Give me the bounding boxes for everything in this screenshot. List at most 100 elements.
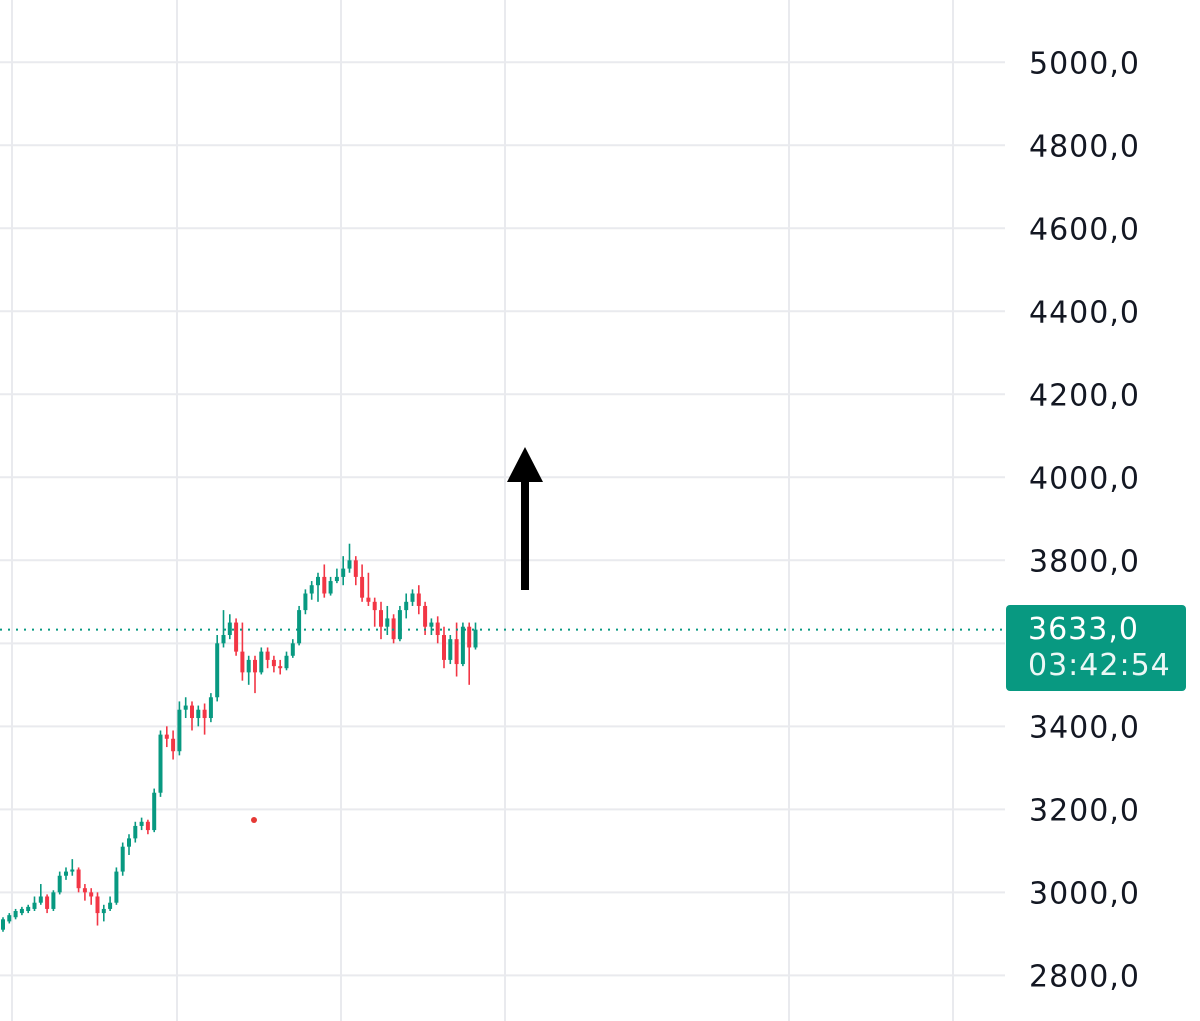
candle <box>460 622 465 667</box>
y-axis-tick-label: 3200,0 <box>1029 793 1140 828</box>
candle-body <box>334 576 339 582</box>
candle-body <box>322 576 327 594</box>
candle <box>473 622 478 650</box>
candle <box>303 589 308 615</box>
candle <box>32 896 37 912</box>
candle <box>290 639 295 658</box>
candle-body <box>57 875 62 893</box>
candle-body <box>379 610 383 627</box>
candle <box>379 601 383 640</box>
candle-body <box>397 610 402 640</box>
candle <box>221 610 226 648</box>
candle <box>171 730 176 760</box>
candle <box>372 597 377 627</box>
candle-body <box>265 651 270 660</box>
candle-body <box>385 618 390 627</box>
candle-body <box>221 635 226 644</box>
candle <box>183 697 188 719</box>
y-axis-tick-label: 4400,0 <box>1029 295 1140 330</box>
candle-body <box>177 709 182 752</box>
candle-body <box>360 576 365 598</box>
candle-body <box>145 821 150 831</box>
candle-body <box>133 825 138 839</box>
candle <box>139 817 144 831</box>
last-price-label: 3633,0 03:42:54 <box>1006 605 1186 691</box>
candle <box>410 589 415 606</box>
candle <box>278 659 283 675</box>
candle <box>271 655 276 673</box>
candle <box>190 701 194 731</box>
candle-body <box>290 643 295 656</box>
candle <box>127 834 131 855</box>
candle <box>13 908 18 920</box>
candle <box>316 572 320 602</box>
candle <box>120 842 125 876</box>
candle-body <box>328 581 333 594</box>
candle-body <box>467 626 472 648</box>
candle <box>265 647 270 669</box>
candle-body <box>227 622 232 636</box>
y-axis-tick-label: 4200,0 <box>1029 378 1140 413</box>
candle-body <box>416 593 421 606</box>
candle <box>108 896 113 912</box>
candle <box>101 904 106 922</box>
candle-body <box>183 705 188 710</box>
candle-body <box>45 896 50 909</box>
candle-body <box>253 659 257 673</box>
candle-body <box>13 911 18 918</box>
grid <box>0 0 1005 1021</box>
candle <box>448 635 453 665</box>
candle <box>133 821 138 843</box>
candle-body <box>95 896 100 914</box>
candle <box>353 556 358 586</box>
candle <box>416 585 421 615</box>
arrow-head <box>507 447 543 482</box>
candle <box>57 871 62 895</box>
candle-body <box>429 622 434 627</box>
candle-body <box>19 908 24 914</box>
candle <box>26 904 31 914</box>
candle-body <box>442 635 446 660</box>
y-axis-tick-label: 3400,0 <box>1029 710 1140 745</box>
candle <box>114 867 119 905</box>
marker-dot <box>251 817 257 823</box>
candle-countdown: 03:42:54 <box>1028 648 1171 683</box>
candle-body <box>246 659 251 673</box>
candle <box>360 564 365 602</box>
candle <box>397 605 402 642</box>
candle <box>284 651 289 671</box>
candle-body <box>234 622 239 652</box>
candle-body <box>76 869 81 889</box>
candle <box>328 576 333 596</box>
candle-body <box>127 838 131 847</box>
candle-body <box>435 622 440 636</box>
candle <box>51 890 56 912</box>
candle <box>7 913 12 924</box>
candle-body <box>158 734 163 793</box>
candle <box>38 884 43 905</box>
candle-body <box>309 585 314 594</box>
y-axis-tick-label: 2800,0 <box>1029 959 1140 994</box>
candle <box>89 888 94 905</box>
candle <box>70 859 75 876</box>
candle-body <box>139 821 144 826</box>
candle <box>208 693 213 723</box>
candle-body <box>89 892 94 897</box>
candle-body <box>215 643 220 698</box>
candle-body <box>410 593 415 602</box>
candle <box>64 867 68 880</box>
candle <box>1 917 5 932</box>
candle-body <box>284 655 289 669</box>
candle <box>322 564 327 598</box>
candle-body <box>460 626 465 665</box>
candle-body <box>366 597 371 602</box>
candle <box>45 894 50 914</box>
candle <box>202 703 207 735</box>
candle-body <box>64 871 68 876</box>
y-axis: 5000,0 4800,0 4600,0 4400,0 4200,0 4000,0 3800… <box>1029 46 1140 994</box>
candle-body <box>171 738 176 752</box>
candle <box>309 581 314 600</box>
candle-body <box>114 871 119 903</box>
candles <box>1 543 478 932</box>
